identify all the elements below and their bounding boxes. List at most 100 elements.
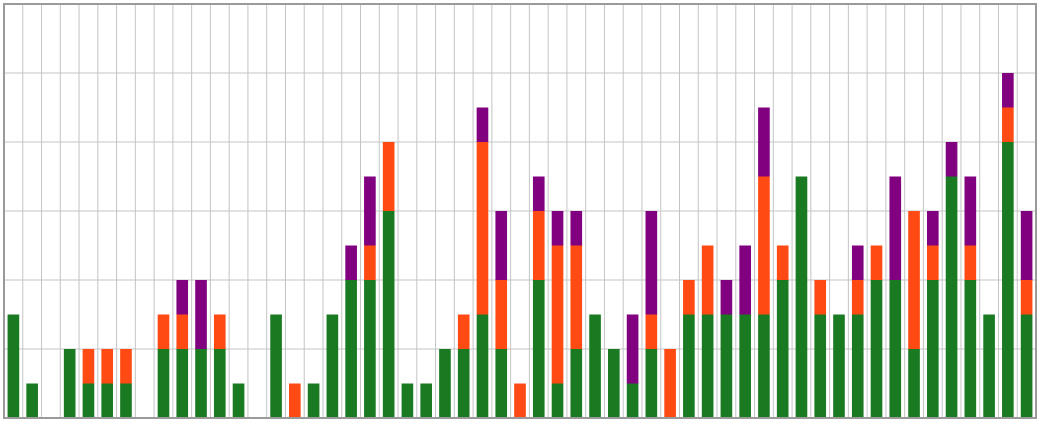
- bar-segment: [926, 245, 939, 280]
- bar-segment: [851, 245, 864, 280]
- bar-segment: [364, 176, 376, 246]
- plot-border: [3, 3, 1037, 419]
- bar-segment: [476, 142, 489, 315]
- bar-segment: [701, 245, 714, 315]
- bar-segment: [26, 383, 38, 418]
- bar-segment: [532, 280, 545, 418]
- bar-segment: [608, 349, 620, 418]
- bar-segment: [945, 142, 958, 177]
- bar-segment: [495, 211, 508, 280]
- bar-segment: [701, 314, 714, 418]
- bar-segment: [82, 349, 95, 384]
- bar-segment: [1002, 142, 1014, 418]
- bar-segment: [101, 349, 114, 384]
- bar-segment: [176, 349, 189, 418]
- bar-segment: [551, 383, 564, 418]
- bar-segment: [7, 314, 20, 418]
- bar-segment: [82, 383, 95, 418]
- bar-segment: [1020, 280, 1033, 315]
- bar-segment: [664, 349, 676, 418]
- bar-segment: [213, 349, 226, 418]
- bar-segment: [776, 280, 789, 418]
- bar-segment: [814, 314, 827, 418]
- bar-segment: [889, 176, 902, 280]
- bar-segment: [101, 383, 114, 418]
- bar-segment: [758, 314, 770, 418]
- bar-segment: [176, 314, 189, 349]
- bar-segment: [514, 383, 526, 418]
- bar-segment: [851, 280, 864, 315]
- bar-segment: [908, 211, 920, 349]
- bar-segment: [964, 280, 977, 418]
- bar-segment: [307, 383, 320, 418]
- bar-segment: [926, 280, 939, 418]
- bar-segment: [420, 383, 432, 418]
- bar-segment: [326, 314, 339, 418]
- bar-segment: [645, 349, 658, 418]
- bar-segment: [739, 314, 751, 418]
- bar-segment: [532, 211, 545, 280]
- bar-segment: [120, 349, 132, 384]
- bar-segment: [232, 383, 245, 418]
- bar-segment: [739, 245, 751, 315]
- bar-segment: [195, 349, 207, 418]
- bar-segment: [1020, 314, 1033, 418]
- bar-segment: [364, 245, 376, 280]
- bar-segment: [570, 245, 583, 349]
- bar-segment: [364, 280, 376, 418]
- bar-segment: [889, 280, 902, 418]
- bar-segment: [213, 314, 226, 349]
- bar-segment: [345, 280, 357, 418]
- bar-segment: [870, 280, 883, 418]
- bar-segment: [964, 245, 977, 280]
- bars: [7, 73, 1033, 418]
- bar-segment: [870, 245, 883, 280]
- bar-segment: [814, 280, 827, 315]
- bar-segment: [157, 349, 170, 418]
- bar-segment: [926, 211, 939, 246]
- bar-segment: [157, 314, 170, 349]
- bar-segment: [195, 280, 207, 349]
- bar-segment: [457, 314, 470, 349]
- bar-segment: [908, 349, 920, 418]
- bar-segment: [964, 176, 977, 246]
- bar-segment: [851, 314, 864, 418]
- bar-segment: [570, 211, 583, 246]
- bar-segment: [795, 176, 808, 418]
- bar-segment: [401, 383, 414, 418]
- bar-segment: [345, 245, 357, 280]
- bar-segment: [382, 142, 395, 211]
- bar-segment: [683, 314, 695, 418]
- bar-segment: [476, 314, 489, 418]
- bar-segment: [720, 280, 733, 315]
- bar-segment: [570, 349, 583, 418]
- bar-segment: [626, 314, 639, 384]
- bar-segment: [382, 211, 395, 418]
- bar-segment: [983, 314, 995, 418]
- bar-segment: [532, 176, 545, 211]
- bar-segment: [551, 245, 564, 384]
- bar-segment: [63, 349, 76, 418]
- bar-segment: [1002, 107, 1014, 142]
- bar-segment: [439, 349, 451, 418]
- bar-segment: [589, 314, 601, 418]
- bar-segment: [495, 349, 508, 418]
- bar-segment: [495, 280, 508, 349]
- bar-segment: [176, 280, 189, 315]
- bar-segment: [1002, 73, 1014, 108]
- bar-segment: [776, 245, 789, 280]
- bar-segment: [758, 107, 770, 177]
- bar-segment: [270, 314, 282, 418]
- bar-segment: [626, 383, 639, 418]
- bar-segment: [1020, 211, 1033, 280]
- bar-segment: [120, 383, 132, 418]
- bar-segment: [833, 314, 845, 418]
- bar-segment: [476, 107, 489, 142]
- bar-segment: [645, 314, 658, 349]
- bar-segment: [945, 176, 958, 418]
- bar-segment: [457, 349, 470, 418]
- bar-segment: [758, 176, 770, 315]
- bar-segment: [720, 314, 733, 418]
- bar-segment: [289, 383, 301, 418]
